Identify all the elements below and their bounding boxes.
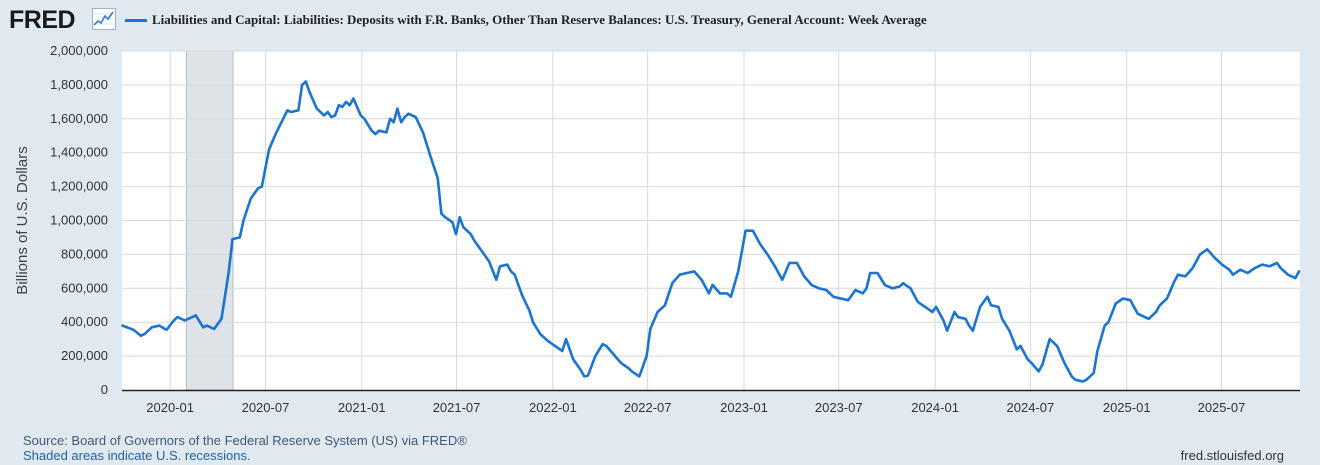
series-line[interactable] [121,80,1301,383]
y-tick-label: 600,000 [61,280,108,295]
x-tick-label: 2021-07 [433,400,481,415]
site-url[interactable]: fred.stlouisfed.org [1180,448,1284,463]
x-tick-label: 2023-07 [815,400,863,415]
fred-logo[interactable]: FRED [9,6,76,34]
line-chart: 0 200,000 400,000 600,000 800,000 1,000,000 1,… [14,43,1301,415]
y-tick-label: 1,200,000 [50,179,108,194]
x-tick-label: 2023-01 [720,400,768,415]
y-tick-label: 1,400,000 [50,145,108,160]
x-tick-label: 2022-01 [529,400,577,415]
x-tick-label: 2024-01 [911,400,959,415]
legend-series-title[interactable]: Liabilities and Capital: Liabilities: De… [152,12,927,27]
recession-note[interactable]: Shaded areas indicate U.S. recessions. [23,448,251,463]
y-tick-label: 1,000,000 [50,213,108,228]
x-tick-label: 2020-07 [242,400,290,415]
x-tick-label: 2025-07 [1198,400,1246,415]
chart-header: FRED Liabilities and Capital: Liabilitie… [0,0,1320,42]
y-tick-label: 400,000 [61,314,108,329]
x-tick-label: 2021-01 [338,400,386,415]
x-tick-label: 2022-07 [624,400,672,415]
y-axis-label: Billions of U.S. Dollars [14,146,31,294]
x-tick-label: 2020-01 [146,400,194,415]
y-tick-label: 1,800,000 [50,77,108,92]
y-tick-label: 800,000 [61,246,108,261]
x-tick-label: 2024-07 [1007,400,1055,415]
source-note: Source: Board of Governors of the Federa… [23,433,467,448]
y-tick-label: 200,000 [61,348,108,363]
trend-line-icon [92,8,116,30]
x-tick-label: 2025-01 [1103,400,1151,415]
y-tick-label: 0 [101,382,108,397]
y-tick-label: 1,600,000 [50,111,108,126]
legend-swatch [125,19,147,22]
y-tick-label: 2,000,000 [50,43,108,58]
